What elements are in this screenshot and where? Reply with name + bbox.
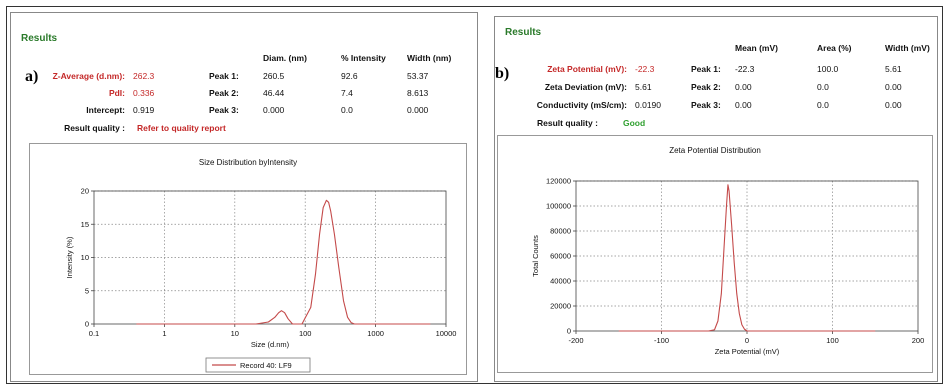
peak3-mean: 0.00 xyxy=(735,100,752,110)
results-heading-b: Results xyxy=(505,27,542,38)
x-tick-label: -200 xyxy=(568,336,583,345)
pdi-value: 0.336 xyxy=(133,88,155,98)
results-heading-a: Results xyxy=(21,33,58,44)
peak3-label-b: Peak 3: xyxy=(691,100,721,110)
intercept-value: 0.919 xyxy=(133,105,155,115)
col-header-area: Area (%) xyxy=(817,43,852,53)
peak2-area: 0.0 xyxy=(817,82,829,92)
peak2-intensity: 7.4 xyxy=(341,88,353,98)
quality-value-b: Good xyxy=(623,118,646,128)
col-header-width: Width (nm) xyxy=(407,53,452,63)
peak3-width-mv: 0.00 xyxy=(885,100,902,110)
x-tick-label: 0 xyxy=(745,336,749,345)
zeta-chart-title: Zeta Potential Distribution xyxy=(669,146,761,155)
peak1-label-a: Peak 1: xyxy=(209,71,239,81)
x-tick-label: 10 xyxy=(231,329,239,338)
conductivity-label: Conductivity (mS/cm): xyxy=(536,100,627,110)
zeta-distribution-chart: -200 -100 0 100 200 0 20000 40000 60000 80000 1000… xyxy=(531,177,925,357)
peak3-diam: 0.000 xyxy=(263,105,285,115)
size-distribution-chart: 0.1 1 10 100 1000 10000 0 5 10 15 20 Size (d.nm) Int… xyxy=(65,187,457,373)
peak2-width-mv: 0.00 xyxy=(885,82,902,92)
peak1-width-mv: 5.61 xyxy=(885,64,902,74)
series-line xyxy=(136,199,431,325)
col-header-width-mv: Width (mV) xyxy=(885,43,930,53)
peak1-diam: 260.5 xyxy=(263,71,285,81)
peak1-label-b: Peak 1: xyxy=(691,64,721,74)
peak2-label-a: Peak 2: xyxy=(209,88,239,98)
peak2-width: 8.613 xyxy=(407,88,429,98)
peak1-area: 100.0 xyxy=(817,64,839,74)
y-tick-label: 10 xyxy=(81,253,89,262)
panel-b: Results b) Mean (mV) Area (%) Width (mV)… xyxy=(494,16,938,382)
quality-label-a: Result quality : xyxy=(64,123,125,133)
x-tick-label: -100 xyxy=(654,336,669,345)
z-average-value: 262.3 xyxy=(133,71,155,81)
x-tick-label: 100 xyxy=(299,329,312,338)
col-header-mean: Mean (mV) xyxy=(735,43,778,53)
x-tick-label: 200 xyxy=(912,336,925,345)
x-axis-label: Zeta Potential (mV) xyxy=(715,347,780,356)
z-average-label: Z-Average (d.nm): xyxy=(52,71,125,81)
x-tick-label: 100 xyxy=(826,336,839,345)
y-tick-label: 20 xyxy=(81,187,89,196)
zeta-distribution-chart-box: Zeta Potential Distribution -200 -100 0 100… xyxy=(497,135,933,373)
y-tick-label: 0 xyxy=(85,320,89,329)
y-tick-label: 15 xyxy=(81,220,89,229)
panel-a: Results a) Diam. (nm) % Intensity Width … xyxy=(10,12,478,382)
conductivity-value: 0.0190 xyxy=(635,100,661,110)
figure-frame xyxy=(6,6,943,384)
y-tick-label: 5 xyxy=(85,286,89,295)
col-header-diam: Diam. (nm) xyxy=(263,53,307,63)
peak3-area: 0.0 xyxy=(817,100,829,110)
peak2-diam: 46.44 xyxy=(263,88,285,98)
y-axis-label: Intensity (%) xyxy=(65,236,74,278)
peak1-width: 53.37 xyxy=(407,71,429,81)
peak1-mean: -22.3 xyxy=(735,64,755,74)
col-header-intensity: % Intensity xyxy=(341,53,386,63)
peak3-label-a: Peak 3: xyxy=(209,105,239,115)
y-tick-label: 100000 xyxy=(546,202,571,211)
y-tick-label: 80000 xyxy=(550,227,571,236)
size-chart-title: Size Distribution byIntensity xyxy=(198,158,298,167)
series-line xyxy=(618,184,876,332)
panel-letter-a: a) xyxy=(25,68,39,85)
y-tick-label: 60000 xyxy=(550,252,571,261)
size-distribution-chart-box: Size Distribution byIntensity 0.1 1 10 100 1… xyxy=(29,143,467,375)
y-tick-label: 40000 xyxy=(550,277,571,286)
legend-label: Record 40: LF9 xyxy=(240,361,292,370)
x-axis-label: Size (d.nm) xyxy=(251,340,290,349)
intercept-label: Intercept: xyxy=(86,105,125,115)
y-axis-label: Total Counts xyxy=(531,235,540,277)
quality-value-a: Refer to quality report xyxy=(137,123,226,133)
quality-label-b: Result quality : xyxy=(537,118,598,128)
peak3-width: 0.000 xyxy=(407,105,429,115)
x-tick-label: 10000 xyxy=(436,329,457,338)
zeta-deviation-value: 5.61 xyxy=(635,82,652,92)
zeta-potential-value: -22.3 xyxy=(635,64,655,74)
peak3-intensity: 0.0 xyxy=(341,105,353,115)
pdi-label: PdI: xyxy=(108,88,125,98)
peak1-intensity: 92.6 xyxy=(341,71,358,81)
y-tick-label: 0 xyxy=(567,327,571,336)
panel-letter-b: b) xyxy=(495,65,510,82)
y-tick-label: 20000 xyxy=(550,302,571,311)
x-tick-label: 1 xyxy=(162,329,166,338)
peak2-mean: 0.00 xyxy=(735,82,752,92)
peak2-label-b: Peak 2: xyxy=(691,82,721,92)
x-tick-label: 0.1 xyxy=(89,329,99,338)
legend-box xyxy=(205,357,311,373)
y-tick-label: 120000 xyxy=(546,177,571,186)
zeta-potential-label: Zeta Potential (mV): xyxy=(547,64,627,74)
x-tick-label: 1000 xyxy=(367,329,384,338)
zeta-deviation-label: Zeta Deviation (mV): xyxy=(544,82,627,92)
